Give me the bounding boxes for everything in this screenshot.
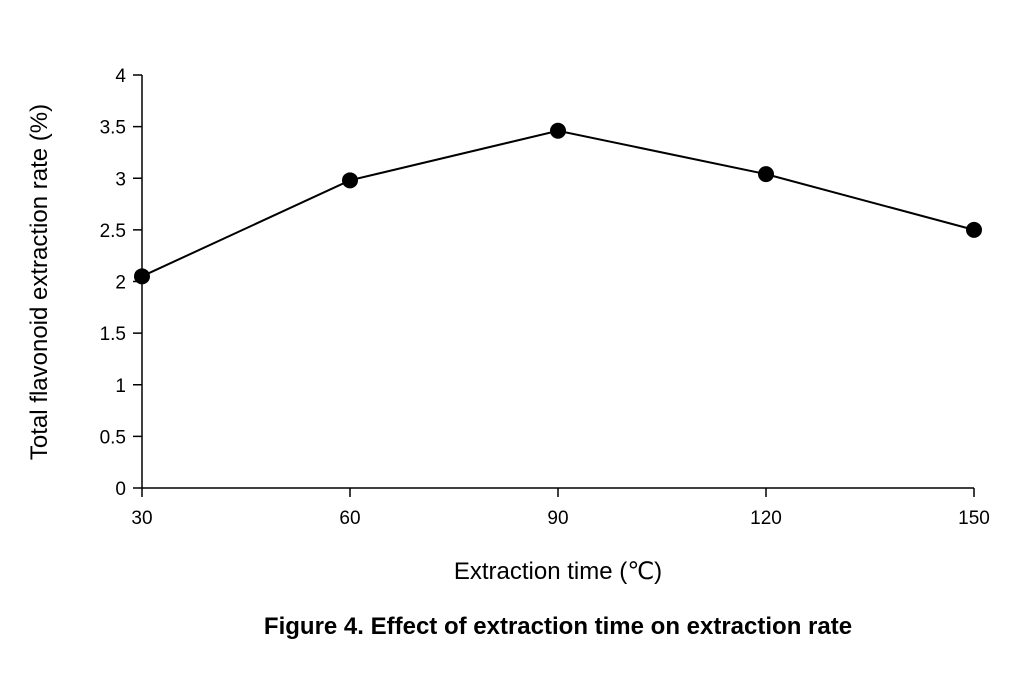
series-line xyxy=(141,129,975,278)
y-tick-label: 0.5 xyxy=(100,427,126,448)
x-tick-label: 60 xyxy=(339,508,360,529)
y-tick-label: 1.5 xyxy=(100,324,126,345)
series-layer xyxy=(134,122,982,285)
plot-area: 0 0.5 1 1.5 2 2.5 3 3.5 4 30 60 90 120 150 xyxy=(100,66,990,529)
data-point xyxy=(134,268,150,285)
y-axis-title: Total flavonoid extraction rate (%) xyxy=(26,104,53,460)
x-tick-label: 150 xyxy=(958,508,990,529)
y-tick-label: 4 xyxy=(115,66,126,87)
y-tick-label: 3.5 xyxy=(100,118,126,139)
data-point xyxy=(758,166,774,183)
data-point xyxy=(342,172,358,189)
y-tick-label: 3 xyxy=(115,169,126,190)
figure-caption: Figure 4. Effect of extraction time on e… xyxy=(264,613,852,640)
y-tick-label: 2 xyxy=(115,273,126,294)
x-axis-title: Extraction time (℃) xyxy=(454,558,662,585)
y-tick-label: 1 xyxy=(115,376,126,397)
y-tick-label: 2.5 xyxy=(100,221,126,242)
x-tick-label: 30 xyxy=(131,508,152,529)
x-tick-label: 120 xyxy=(750,508,782,529)
x-tick-label: 90 xyxy=(547,508,568,529)
data-point xyxy=(966,221,982,238)
data-point xyxy=(550,122,566,139)
y-axis-ticks: 0 0.5 1 1.5 2 2.5 3 3.5 4 xyxy=(100,66,142,500)
y-tick-label: 0 xyxy=(115,479,126,500)
x-axis-ticks: 30 60 90 120 150 xyxy=(131,488,990,529)
